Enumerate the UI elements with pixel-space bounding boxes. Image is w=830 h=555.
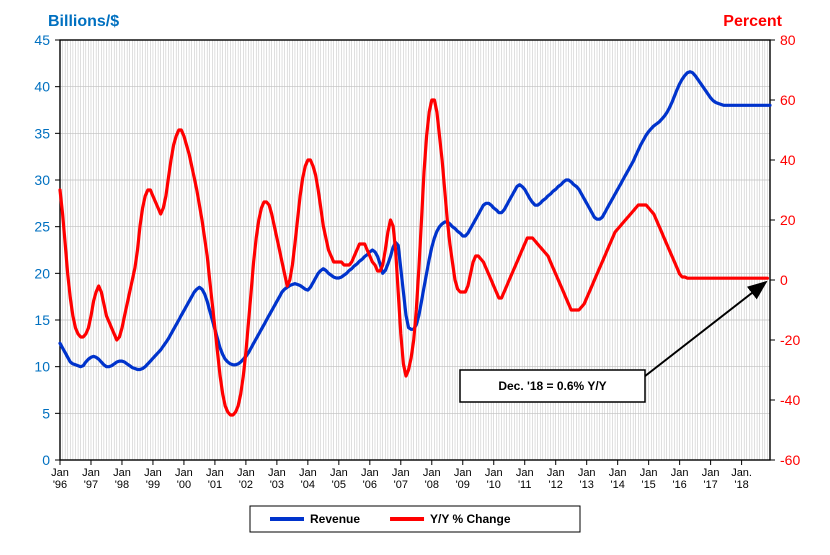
left-tick-label: 30 [34, 172, 50, 188]
x-tick-label: Jan [392, 467, 410, 479]
x-tick-label: Jan [144, 467, 162, 479]
right-tick-label: 80 [780, 32, 796, 48]
x-tick-label: '04 [301, 479, 315, 491]
x-tick-label: '06 [363, 479, 377, 491]
left-tick-label: 25 [34, 219, 50, 235]
left-tick-label: 20 [34, 265, 50, 281]
left-tick-label: 10 [34, 359, 50, 375]
right-axis-title: Percent [723, 13, 782, 30]
legend-label-revenue: Revenue [310, 512, 360, 526]
x-tick-label: Jan [609, 467, 627, 479]
left-tick-label: 35 [34, 125, 50, 141]
x-tick-label: '98 [115, 479, 129, 491]
x-tick-label: Jan [237, 467, 255, 479]
x-tick-label: Jan. [731, 467, 752, 479]
x-tick-label: '07 [394, 479, 408, 491]
x-tick-label: Jan [485, 467, 503, 479]
x-tick-label: Jan [578, 467, 596, 479]
x-tick-label: Jan [299, 467, 317, 479]
x-tick-label: '12 [549, 479, 563, 491]
legend-label-yoy: Y/Y % Change [430, 512, 511, 526]
x-tick-label: '05 [332, 479, 346, 491]
x-tick-label: '18 [734, 479, 748, 491]
right-tick-label: -20 [780, 332, 800, 348]
x-tick-label: Jan [454, 467, 472, 479]
x-tick-label: Jan [206, 467, 224, 479]
x-tick-label: Jan [547, 467, 565, 479]
x-tick-label: '02 [239, 479, 253, 491]
x-tick-label: Jan [640, 467, 658, 479]
right-tick-label: 0 [780, 272, 788, 288]
x-tick-label: '17 [703, 479, 717, 491]
left-tick-label: 15 [34, 312, 50, 328]
x-tick-label: '96 [53, 479, 67, 491]
right-tick-label: 60 [780, 92, 796, 108]
x-tick-label: '99 [146, 479, 160, 491]
x-tick-label: '11 [518, 479, 532, 491]
left-tick-label: 0 [42, 452, 50, 468]
left-tick-label: 45 [34, 32, 50, 48]
x-tick-label: '97 [84, 479, 98, 491]
left-axis-title: Billions/$ [48, 13, 119, 30]
x-tick-label: Jan [361, 467, 379, 479]
x-tick-label: Jan [516, 467, 534, 479]
x-tick-label: '03 [270, 479, 284, 491]
left-tick-label: 5 [42, 405, 50, 421]
x-tick-label: '15 [641, 479, 655, 491]
x-tick-label: Jan [702, 467, 720, 479]
x-tick-label: Jan [423, 467, 441, 479]
chart-svg: 051015202530354045-60-40-20020406080Jan'… [0, 0, 830, 555]
x-tick-label: '13 [580, 479, 594, 491]
x-tick-label: '01 [208, 479, 222, 491]
x-tick-label: Jan [268, 467, 286, 479]
x-tick-label: '10 [487, 479, 501, 491]
x-tick-label: '14 [611, 479, 625, 491]
revenue-yoy-chart: 051015202530354045-60-40-20020406080Jan'… [0, 0, 830, 555]
x-tick-label: Jan [113, 467, 131, 479]
annotation-text: Dec. '18 = 0.6% Y/Y [498, 379, 606, 393]
left-tick-label: 40 [34, 79, 50, 95]
x-tick-label: Jan [671, 467, 689, 479]
x-tick-label: Jan [330, 467, 348, 479]
x-tick-label: '08 [425, 479, 439, 491]
x-tick-label: Jan [51, 467, 69, 479]
right-tick-label: 20 [780, 212, 796, 228]
x-tick-label: '00 [177, 479, 191, 491]
x-tick-label: '09 [456, 479, 470, 491]
x-tick-label: '16 [672, 479, 686, 491]
right-tick-label: -40 [780, 392, 800, 408]
right-tick-label: -60 [780, 452, 800, 468]
x-tick-label: Jan [175, 467, 193, 479]
x-tick-label: Jan [82, 467, 100, 479]
right-tick-label: 40 [780, 152, 796, 168]
